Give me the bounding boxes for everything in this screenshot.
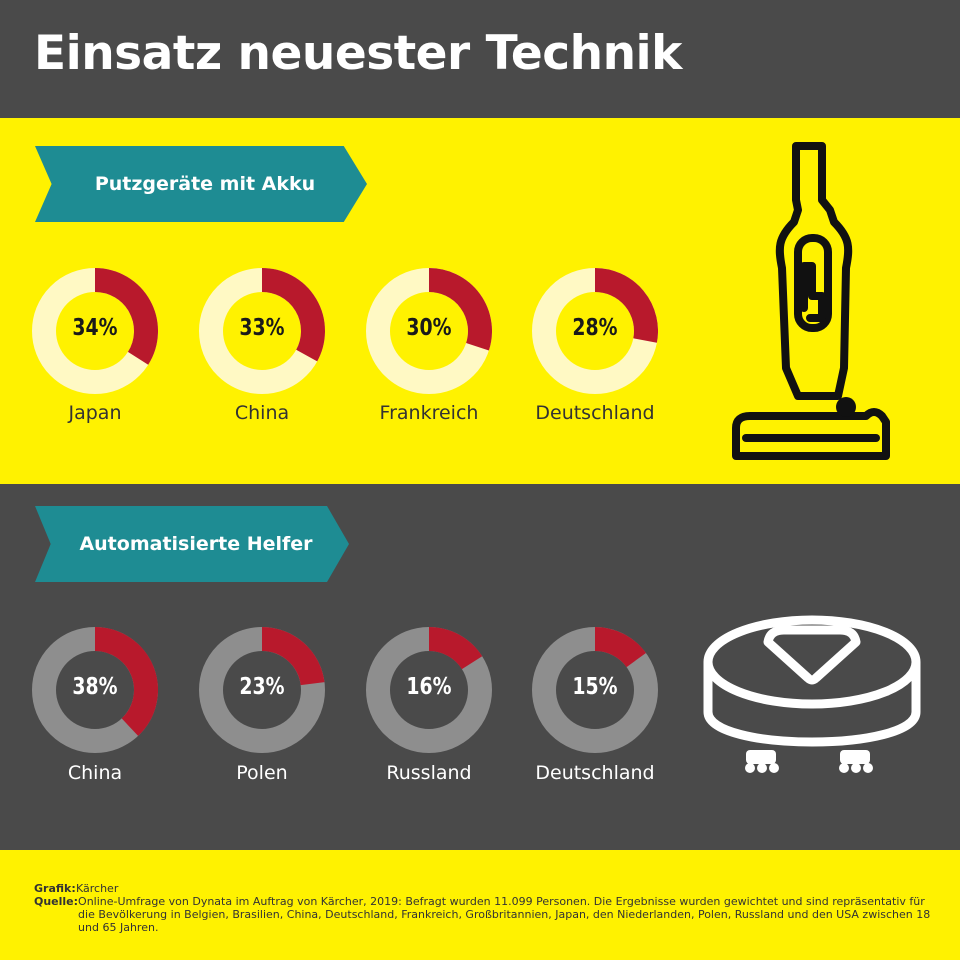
- donut-chart: 15%: [532, 627, 658, 753]
- value-label: 34%: [72, 315, 118, 341]
- category-label: Frankreich: [379, 402, 479, 424]
- donut-chart: 33%: [199, 268, 325, 394]
- cordless-vacuum-icon: [732, 142, 890, 460]
- donut-segment: [594, 627, 646, 668]
- donut-segment: [261, 268, 325, 362]
- donut-chart: 16%: [366, 627, 492, 753]
- category-label: Japan: [68, 402, 122, 424]
- category-label: China: [234, 402, 290, 424]
- category-label: Deutschland: [535, 762, 655, 784]
- quelle-label: Quelle:: [34, 895, 79, 908]
- section-heading-robot: Automatisierte Helfer: [79, 533, 313, 555]
- credits: Grafik: Kärcher Quelle: Online-Umfrage v…: [34, 882, 934, 934]
- value-label: 38%: [72, 674, 118, 700]
- donut-chart: 38%: [32, 627, 158, 753]
- donut-chart: 30%: [366, 268, 492, 394]
- donut-segment: [261, 627, 325, 686]
- section-ribbon-robot: Automatisierte Helfer: [35, 506, 349, 582]
- section-robot: Automatisierte Helfer 38% China 23% Pole…: [0, 484, 960, 850]
- donut-segment: [428, 627, 483, 670]
- value-label: 16%: [406, 674, 452, 700]
- donut-chart: 23%: [199, 627, 325, 753]
- category-label: Deutschland: [535, 402, 655, 424]
- section-ribbon-cordless: Putzgeräte mit Akku: [35, 146, 367, 222]
- category-label: China: [67, 762, 123, 784]
- category-label: Russland: [386, 762, 472, 784]
- donut-segment: [94, 268, 158, 365]
- value-label: 28%: [572, 315, 618, 341]
- category-label: Polen: [236, 762, 288, 784]
- section-cordless: Putzgeräte mit Akku 34% Japan 33% China …: [0, 118, 960, 484]
- donut-segment: [94, 627, 158, 736]
- donut-chart: 34%: [32, 268, 158, 394]
- header-band: Einsatz neuester Technik: [0, 0, 960, 118]
- donut-chart: 28%: [532, 268, 658, 394]
- page-title: Einsatz neuester Technik: [34, 26, 682, 81]
- section-heading-cordless: Putzgeräte mit Akku: [94, 173, 316, 195]
- quelle-value: Online-Umfrage von Dynata im Auftrag von…: [78, 895, 931, 934]
- value-label: 30%: [406, 315, 452, 341]
- donut-segment: [428, 268, 492, 351]
- value-label: 23%: [239, 674, 285, 700]
- donut-segment: [594, 268, 658, 343]
- value-label: 33%: [239, 315, 285, 341]
- grafik-value: Kärcher: [76, 882, 119, 895]
- footer-band: Grafik: Kärcher Quelle: Online-Umfrage v…: [0, 850, 960, 960]
- value-label: 15%: [572, 674, 618, 700]
- grafik-label: Grafik:: [34, 882, 76, 895]
- robot-vacuum-icon: [703, 615, 921, 773]
